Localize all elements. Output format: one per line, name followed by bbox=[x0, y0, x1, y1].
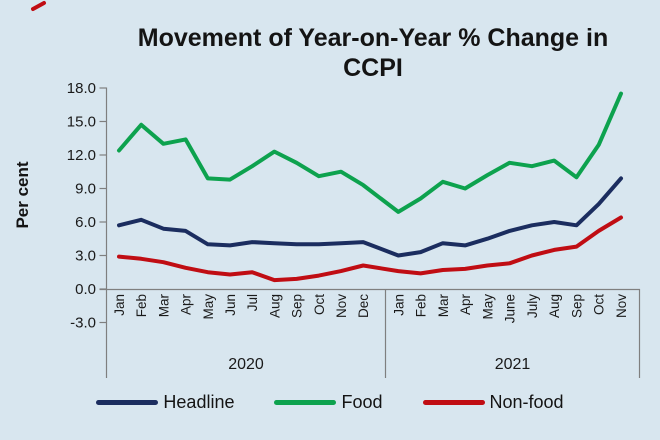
x-axis-month-label: May bbox=[480, 294, 495, 320]
food-line-swatch bbox=[274, 400, 337, 405]
food-line bbox=[117, 91, 623, 214]
chart-title: Movement of Year-on-Year % Change in CCP… bbox=[137, 24, 609, 82]
x-axis-month-label: Nov bbox=[334, 294, 349, 318]
x-axis-month-label: Jun bbox=[223, 294, 238, 316]
x-axis-month-label: May bbox=[201, 294, 216, 320]
headline-line bbox=[117, 176, 623, 258]
y-axis-title: Per cent bbox=[13, 161, 32, 228]
x-axis-month-label: Feb bbox=[134, 294, 149, 317]
y-axis-tick-label: 0.0 bbox=[75, 281, 96, 298]
x-axis-year-label: 2020 bbox=[228, 356, 264, 373]
x-axis-month-label: Feb bbox=[414, 294, 429, 317]
x-axis-month-label: July bbox=[525, 294, 540, 318]
x-axis-month-label: Aug bbox=[267, 294, 282, 318]
y-axis-tick-label: 9.0 bbox=[75, 180, 96, 197]
x-axis-month-label: June bbox=[503, 294, 518, 323]
x-axis-month-label: Nov bbox=[614, 294, 629, 318]
x-axis-month-label: Jan bbox=[112, 294, 127, 316]
legend-label-food: Food bbox=[341, 392, 383, 412]
nonfood-line-swatch bbox=[422, 400, 485, 405]
x-axis-month-label: Apr bbox=[458, 294, 473, 316]
y-axis-tick-label: 15.0 bbox=[67, 113, 96, 130]
legend-label-nonfood: Non-food bbox=[489, 392, 564, 412]
y-axis-tick-label: -3.0 bbox=[70, 315, 96, 332]
chart-legend: Headline Food Non-food bbox=[0, 392, 660, 413]
non-food-line bbox=[117, 215, 623, 283]
x-axis-month-label: Jan bbox=[391, 294, 406, 316]
x-axis-month-label: Aug bbox=[547, 294, 562, 318]
x-axis-month-label: Jul bbox=[245, 294, 260, 311]
y-axis-tick-label: 12.0 bbox=[67, 147, 96, 164]
x-axis-month-label: Apr bbox=[179, 294, 194, 316]
x-axis-month-label: Sep bbox=[290, 294, 305, 318]
x-axis-month-label: Dec bbox=[356, 294, 371, 318]
x-axis-month-label: Mar bbox=[436, 293, 451, 317]
x-axis-month-label: Oct bbox=[312, 294, 327, 315]
legend-item-nonfood: Non-food bbox=[422, 392, 564, 413]
x-axis-month-label: Mar bbox=[156, 293, 171, 317]
headline-line-swatch bbox=[96, 400, 159, 405]
legend-item-food: Food bbox=[274, 392, 383, 413]
x-axis-month-label: Oct bbox=[592, 294, 607, 315]
corner-red-artifact bbox=[31, 1, 46, 11]
x-axis-year-label: 2021 bbox=[495, 356, 531, 373]
y-axis-tick-label: 18.0 bbox=[67, 80, 96, 97]
legend-label-headline: Headline bbox=[163, 392, 235, 412]
y-axis-tick-label: 3.0 bbox=[75, 247, 96, 264]
legend-item-headline: Headline bbox=[96, 392, 234, 413]
x-axis-month-label: Sep bbox=[569, 294, 584, 318]
y-axis-tick-label: 6.0 bbox=[75, 214, 96, 231]
